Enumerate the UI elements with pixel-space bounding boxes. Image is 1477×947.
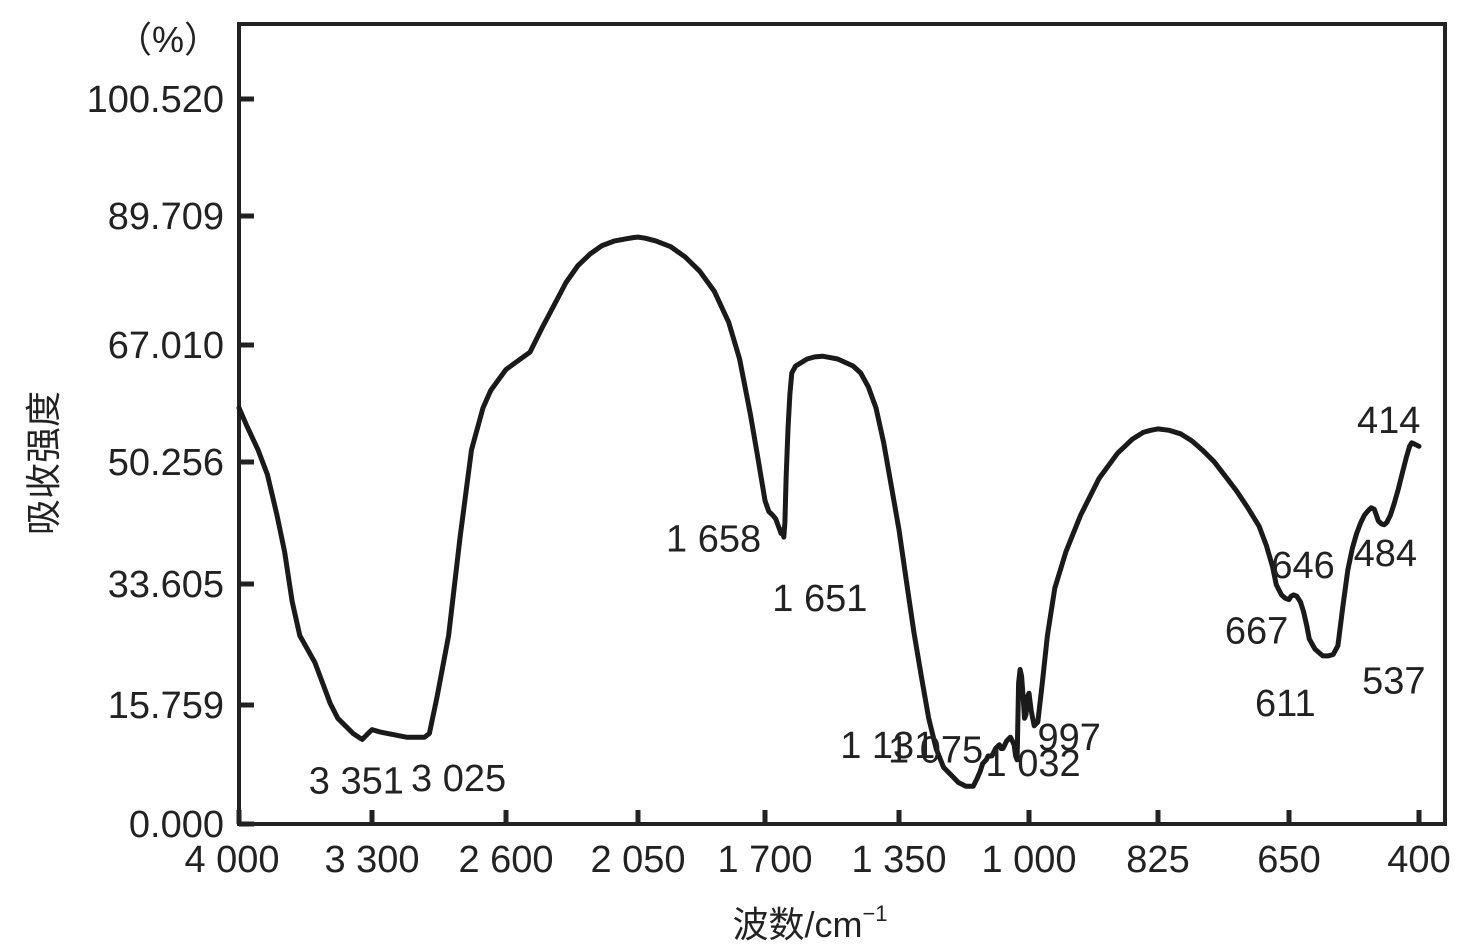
peak-label: 3 025 [411, 758, 506, 800]
peak-label: 667 [1225, 611, 1288, 653]
x-tick-label: 3 300 [324, 839, 419, 881]
y-tick-label: 100.520 [87, 79, 224, 121]
x-axis-title-text: 波数/cm [732, 904, 862, 945]
x-tick-label: 2 600 [458, 839, 553, 881]
x-tick-label: 650 [1257, 839, 1320, 881]
peak-label: 414 [1357, 400, 1420, 442]
y-unit-label: （%） [116, 19, 220, 60]
peak-label: 997 [1037, 717, 1100, 759]
peak-label: 611 [1255, 683, 1316, 725]
spectrum-line [236, 234, 1422, 789]
y-tick-label: 0.000 [129, 804, 224, 846]
x-tick-label: 1 000 [981, 839, 1076, 881]
x-tick-label: 4 000 [184, 839, 279, 881]
y-axis: 0.000 15.759 33.605 50.256 67.010 89.709 100.5… [87, 79, 254, 846]
y-tick-label: 89.709 [108, 196, 224, 238]
peak-label: 1 651 [772, 578, 867, 620]
peak-label: 1 658 [666, 519, 761, 561]
x-axis-title: 波数/cm−1 [732, 901, 887, 945]
peak-label: 646 [1271, 545, 1334, 587]
x-axis: 4 000 3 300 2 600 2 050 1 700 1 350 1 000 825 65… [184, 810, 1451, 881]
peak-label: 3 351 [309, 760, 404, 802]
y-tick-label: 50.256 [108, 442, 224, 484]
x-tick-label: 1 350 [851, 839, 946, 881]
peak-label: 1 032 [986, 743, 1081, 785]
y-axis-title: 吸收强度 [23, 391, 64, 535]
y-tick-label: 33.605 [108, 564, 224, 606]
y-tick-label: 67.010 [108, 325, 224, 367]
plot-frame [237, 22, 1447, 826]
peak-label: 1 131 [840, 725, 935, 767]
x-tick-label: 400 [1387, 839, 1450, 881]
x-axis-title-superscript: −1 [862, 901, 887, 926]
y-tick-label: 15.759 [108, 685, 224, 727]
x-tick-label: 825 [1126, 839, 1189, 881]
x-tick-label: 1 700 [717, 839, 812, 881]
peak-label: 537 [1362, 661, 1425, 703]
peak-label: 484 [1354, 533, 1417, 575]
x-tick-label: 2 050 [590, 839, 685, 881]
peak-label: 1 075 [888, 730, 983, 772]
